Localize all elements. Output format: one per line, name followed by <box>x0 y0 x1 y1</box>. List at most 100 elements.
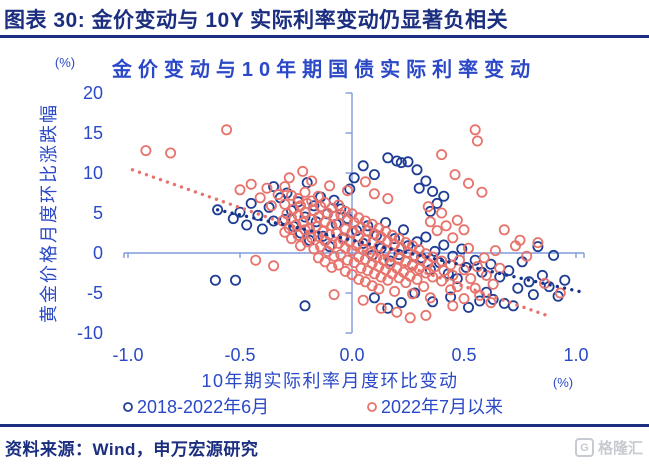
scatter-point <box>521 250 533 262</box>
x-tick-label: 0.5 <box>451 345 476 365</box>
x-tick-label: -0.5 <box>224 345 255 365</box>
scatter-point <box>252 209 264 221</box>
scatter-point <box>395 157 407 169</box>
figure-footer: 资料来源：Wind，申万宏源研究 G 格隆汇 <box>0 424 649 466</box>
scatter-point <box>418 281 430 293</box>
scatter-point <box>436 207 448 219</box>
scatter-point <box>413 182 425 194</box>
scatter-point <box>339 265 351 277</box>
scatter-point <box>440 220 452 232</box>
scatter-point <box>339 223 351 235</box>
scatter-point <box>333 259 345 271</box>
scatter-point <box>402 156 414 168</box>
scatter-point <box>458 293 470 305</box>
y-tick-label: 5 <box>93 203 103 223</box>
scatter-point <box>456 243 468 255</box>
scatter-point <box>250 254 262 266</box>
scatter-point <box>559 274 571 286</box>
scatter-point <box>375 302 387 314</box>
y-tick-label: 10 <box>83 163 103 183</box>
x-axis-title: 10年期实际利率月度环比变动 <box>201 371 458 391</box>
scatter-point <box>382 193 394 205</box>
scatter-point <box>241 219 253 231</box>
scatter-point <box>424 292 436 304</box>
scatter-point <box>485 297 497 309</box>
scatter-point <box>411 164 423 176</box>
scatter-point <box>330 227 342 239</box>
scatter-point <box>368 188 380 200</box>
scatter-point <box>308 243 320 255</box>
scatter-point <box>290 219 302 231</box>
scatter-point <box>234 206 246 218</box>
scatter-point <box>254 192 266 204</box>
gelonghui-logo: G 格隆汇 <box>574 437 643 458</box>
scatter-point <box>458 224 470 236</box>
scatter-point <box>359 215 371 227</box>
scatter-point <box>306 175 318 187</box>
scatter-point <box>292 229 304 241</box>
gelonghui-logo-text: 格隆汇 <box>597 440 643 457</box>
scatter-point <box>245 178 257 190</box>
scatter-point <box>324 180 336 192</box>
scatter-point <box>438 190 450 202</box>
scatter-point <box>256 223 268 235</box>
scatter-point <box>476 186 488 198</box>
y-axis-title: 黄金价格月度环比涨跌幅 <box>39 103 59 323</box>
scatter-point <box>319 197 331 209</box>
scatter-point <box>424 216 436 228</box>
scatter-point <box>326 261 338 273</box>
x-tick-label: 0.0 <box>339 345 364 365</box>
y-axis-unit-label: (%) <box>55 55 75 70</box>
scatter-point <box>344 183 356 195</box>
scatter-point <box>411 273 423 285</box>
scatter-point <box>348 172 360 184</box>
scatter-chart: 金价变动与10年期国债实际利率变动 (%) 黄金价格月度环比涨跌幅 10年期实际… <box>39 55 589 417</box>
scatter-point <box>382 302 394 314</box>
scatter-point <box>438 239 450 251</box>
scatter-point <box>474 289 486 301</box>
scatter-point <box>532 237 544 249</box>
scatter-point <box>523 276 535 288</box>
scatter-point <box>279 181 291 193</box>
scatter-point <box>299 186 311 198</box>
scatter-point <box>478 252 490 264</box>
scatter-point <box>427 271 439 283</box>
scatter-point <box>297 165 309 177</box>
scatter-point <box>429 261 441 273</box>
scatter-point <box>261 182 273 194</box>
scatter-point <box>404 312 416 324</box>
y-tick-label: -5 <box>87 283 103 303</box>
scatter-point <box>431 225 443 237</box>
scatter-point <box>420 309 432 321</box>
scatter-point <box>279 198 291 210</box>
scatter-point <box>368 169 380 181</box>
scatter-point <box>449 169 461 181</box>
scatter-point <box>221 124 233 136</box>
plot-area: -1.0 -0.5 0.0 0.5 1.0 20 15 10 5 0 -5 -10 <box>77 83 589 365</box>
legend-label-series-1: 2018-2022年6月 <box>137 397 269 417</box>
scatter-point <box>229 274 241 286</box>
scatter-point <box>328 250 340 262</box>
scatter-point <box>268 215 280 227</box>
scatter-point <box>368 292 380 304</box>
scatter-point <box>265 200 277 212</box>
scatter-point <box>532 241 544 253</box>
scatter-point <box>359 176 371 188</box>
scatter-point <box>357 160 369 172</box>
scatter-point <box>512 282 524 294</box>
scatter-point <box>283 222 295 234</box>
scatter-point <box>268 260 280 272</box>
scatter-point <box>404 270 416 282</box>
scatter-point <box>389 285 401 297</box>
scatter-point <box>427 185 439 197</box>
legend-label-series-2: 2022年7月以来 <box>381 397 503 417</box>
scatter-point <box>272 189 284 201</box>
scatter-point <box>355 262 367 274</box>
scatter-point <box>406 288 418 300</box>
scatter-point <box>489 245 501 257</box>
scatter-point <box>312 190 324 202</box>
scatter-point <box>429 245 441 257</box>
chart-legend: 2018-2022年6月 2022年7月以来 <box>123 397 503 417</box>
scatter-point <box>140 145 152 157</box>
